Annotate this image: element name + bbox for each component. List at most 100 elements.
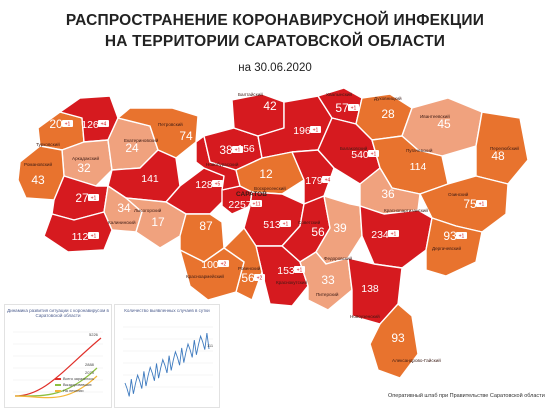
district-name-ekaterinovsky: Екатериновский — [124, 137, 159, 143]
district-name-turkovsky: Турковский — [36, 141, 60, 147]
district-count-bazarnokarabulaksky: 156 — [237, 143, 255, 155]
district-name-rovensky: Ровенский — [238, 265, 261, 271]
district-count-romanovsky: 43 — [31, 173, 45, 187]
legend-swatch — [55, 384, 61, 386]
cases-dynamics-chart: Динамика развития ситуации с коронавирус… — [4, 304, 112, 408]
district-count-novoburassky: 38 — [219, 143, 233, 157]
district-delta-bg-balakovsky — [368, 150, 379, 157]
district-delta-balakovsky: +1 — [371, 152, 377, 158]
trend-line — [14, 375, 98, 399]
district-count-ekaterinovsky: 24 — [125, 141, 139, 155]
district-delta-bg-krasnoarmeysky_s — [218, 260, 229, 267]
district-count-volsky: 196 — [293, 125, 311, 137]
district-count-pugachevsky: 114 — [410, 161, 427, 173]
district-delta-bg-engelsky — [280, 220, 291, 227]
district-name-krasnoarmeysky_s: Красноармейский — [186, 273, 224, 279]
district-count-ivanteevsky: 45 — [437, 117, 451, 131]
daily-cases-line — [124, 332, 210, 397]
district-delta-bg-dergachevsky — [456, 232, 467, 239]
district-name-pugachevsky: Пугачевский — [406, 147, 433, 153]
district-count-samoylovsky: 27 — [75, 191, 89, 205]
legend-label: Выздоровевших — [63, 383, 92, 387]
legend-swatch — [55, 378, 61, 380]
daily-cases-chart: Количество выявленных случаев в сутки 11… — [114, 304, 220, 408]
district-delta-bg-krasnoarmeysky_w — [88, 232, 99, 239]
district-name-voskresensky: Воскресенский — [254, 185, 286, 191]
district-count-dukhovnitsky: 28 — [381, 107, 395, 121]
district-delta-marksovsky: +4 — [325, 178, 331, 184]
trend-end-label: 2073 — [85, 370, 95, 375]
district-count-krasnopartizansky: 36 — [381, 187, 395, 201]
district-count-saratov: 2257 — [228, 199, 252, 211]
district-count-rtishchevsky: 141 — [141, 173, 159, 185]
district-delta-novoburassky: +1 — [235, 148, 241, 154]
legend-label: Всего заразилось — [63, 377, 94, 381]
district-voskresensky — [235, 151, 305, 195]
district-name-arkadaksky: Аркадакский — [72, 155, 99, 161]
district-name-ozinsky: Озинский — [448, 191, 469, 197]
district-count-tatishchevsky: 87 — [199, 219, 213, 233]
district-count-petrovsky: 74 — [179, 129, 193, 143]
district-delta-krasnoarmeysky_s: +2 — [221, 262, 227, 268]
district-delta-bg-krasnokutsky — [294, 266, 305, 273]
trend-end-label: 2888 — [85, 362, 95, 367]
district-lysogorsky — [125, 197, 187, 249]
cases-dynamics-plot: 5226 2888 2073 Всего заразилось Выздоровевши… — [13, 331, 103, 399]
district-delta-bg-khvalynsky — [348, 104, 359, 111]
district-count-piterski: 33 — [321, 273, 335, 287]
district-delta-khvalynsky: +1 — [351, 106, 357, 112]
daily-cases-end-label: 111 — [207, 343, 214, 348]
district-delta-bg-ershovsky — [388, 230, 399, 237]
district-count-atkarsky: 128 — [195, 179, 213, 191]
district-count-engelsky: 513 — [263, 219, 281, 231]
district-delta-krasnoarmeysky_w: +1 — [91, 234, 97, 240]
district-delta-ershovsky: +1 — [391, 232, 397, 238]
district-count-krasnokutsky: 153 — [277, 265, 295, 277]
district-name-dergachevsky: Дергачевский — [432, 245, 461, 251]
trend-end-label: 5226 — [89, 332, 99, 337]
district-count-balashovsky: 126 — [81, 119, 99, 131]
district-delta-bg-atkarsky — [212, 180, 223, 187]
district-name-aleksandrovogaysky: Александрово-Гайский — [392, 357, 441, 363]
district-count-perelyubsky: 48 — [491, 149, 505, 163]
district-count-kalininsky: 34 — [117, 201, 131, 215]
district-name-sovetsky: Советский — [298, 219, 321, 225]
district-delta-dergachevsky: +1 — [459, 234, 465, 240]
district-name-krasnokutsky: Краснокутский — [276, 279, 307, 285]
district-name-romanovsky: Романовский — [24, 161, 52, 167]
district-name-fedorovsky: Федоровский — [324, 255, 353, 261]
district-delta-krasnokutsky: +1 — [297, 268, 303, 274]
district-name-kalininsky: Калининский — [108, 219, 136, 225]
district-delta-bg-volsky — [310, 126, 321, 133]
district-count-khvalynsky: 57 — [335, 101, 349, 115]
district-name-khvalynsky: Хвалынский — [326, 91, 352, 97]
district-count-voskresensky: 12 — [259, 167, 273, 181]
district-count-novouzensky: 138 — [361, 283, 379, 295]
trend-line — [14, 337, 102, 397]
district-delta-balashovsky: +4 — [101, 122, 107, 128]
district-count-aleksandrovogaysky: 93 — [391, 331, 405, 345]
cases-dynamics-title: Динамика развития ситуации с коронавирус… — [7, 308, 109, 318]
title-line-2: НА ТЕРРИТОРИИ САРАТОВСКОЙ ОБЛАСТИ — [104, 33, 446, 50]
district-delta-bg-turkovsky — [62, 120, 73, 127]
district-name-piterski: Питерский — [316, 291, 339, 297]
district-name-krasnopartizansky: Краснопартизанский — [384, 207, 428, 213]
district-delta-turkovsky: +1 — [65, 122, 71, 128]
district-delta-samoylovsky: +1 — [91, 196, 97, 202]
legend-label: На лечении — [63, 389, 84, 393]
district-count-krasnoarmeysky_s: 100 — [201, 259, 219, 271]
district-name-novouzensky: Новоузенский — [350, 313, 380, 319]
district-count-baltaysky: 42 — [263, 99, 277, 113]
district-name-dukhovnitsky: Духовницкий — [374, 95, 402, 101]
district-delta-bg-marksovsky — [322, 176, 333, 183]
district-delta-rovensky: +2 — [257, 276, 263, 282]
district-name-petrovsky: Петровский — [158, 121, 183, 127]
district-name-baltaysky: Балтайский — [238, 91, 263, 97]
title-line-1: РАСПРОСТРАНЕНИЕ КОРОНАВИРУСНОЙ ИНФЕКЦИИ — [65, 12, 485, 29]
district-delta-bg-ozinsky — [476, 200, 487, 207]
district-count-arkadaksky: 32 — [77, 161, 91, 175]
district-aleksandrovogaysky — [369, 303, 419, 379]
district-count-lysogorsky: 17 — [151, 215, 165, 229]
district-count-ershovsky: 234 — [371, 229, 389, 241]
map-title: РАСПРОСТРАНЕНИЕ КОРОНАВИРУСНОЙ ИНФЕКЦИИ … — [0, 10, 550, 52]
